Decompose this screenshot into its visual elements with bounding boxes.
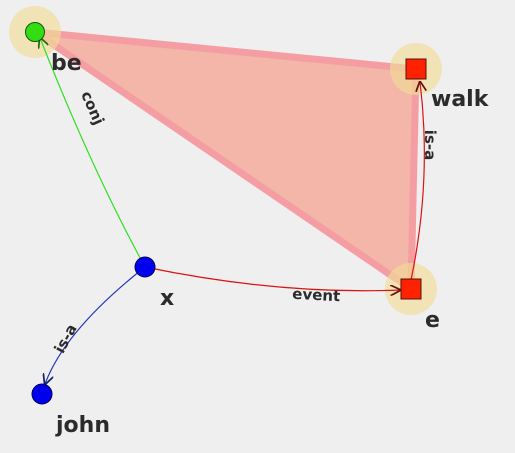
edge-conj[interactable]: [40, 38, 146, 268]
node-label-x: x: [160, 286, 174, 311]
node-label-e: e: [425, 308, 440, 333]
node-label-john: john: [55, 413, 110, 438]
edge-isa-walk[interactable]: [410, 82, 424, 281]
node-e[interactable]: [400, 278, 422, 300]
node-walk[interactable]: [405, 58, 427, 80]
node-be[interactable]: [25, 22, 45, 42]
edge-label-event: event: [292, 285, 341, 305]
node-x[interactable]: [134, 256, 156, 278]
highlight-triangle: [31, 28, 420, 293]
node-label-walk: walk: [431, 87, 490, 112]
node-john[interactable]: [31, 383, 53, 405]
edge-isa-john[interactable]: [45, 266, 146, 384]
edge-label-isa-walk: is-a: [421, 130, 439, 160]
edge-label-conj: conj: [77, 88, 108, 127]
node-label-be: be: [51, 51, 82, 76]
edge-event[interactable]: [144, 266, 400, 291]
edge-label-isa-john: is-a: [50, 321, 80, 356]
